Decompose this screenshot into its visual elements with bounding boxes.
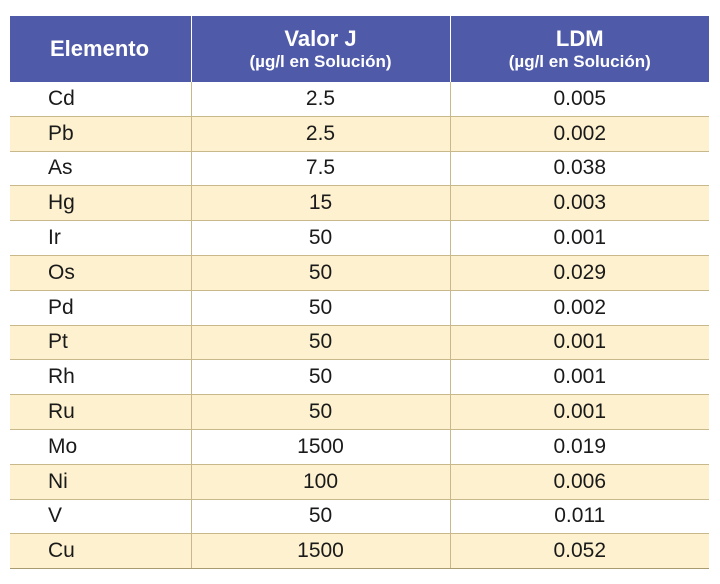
elements-table: Elemento Valor J (µg/l en Solución) LDM … (10, 16, 709, 570)
cell-elemento: Ru (10, 394, 191, 430)
cell-elemento: Ir (10, 220, 191, 256)
cell-elemento: Pb (10, 116, 191, 152)
cell-ldm: 0.001 (449, 394, 709, 430)
cell-ldm: 0.011 (449, 499, 709, 535)
cell-ldm: 0.003 (449, 185, 709, 222)
header-ldm-unit: (µg/l en Solución) (508, 52, 651, 71)
data-table-container: Elemento Valor J (µg/l en Solución) LDM … (10, 16, 709, 570)
table-row: Ir 50 0.001 (10, 220, 709, 256)
cell-ldm: 0.002 (449, 116, 709, 152)
table-header: Elemento Valor J (µg/l en Solución) LDM … (10, 16, 709, 82)
cell-elemento: Cd (10, 82, 191, 117)
cell-valor-j: 50 (190, 325, 450, 361)
table-row: Mo 1500 0.019 (10, 429, 709, 465)
header-ldm: LDM (µg/l en Solución) (449, 16, 709, 82)
table-row: Pd 50 0.002 (10, 290, 709, 326)
header-row: Elemento Valor J (µg/l en Solución) LDM … (10, 16, 709, 82)
cell-elemento: Ni (10, 464, 191, 500)
table-row: Rh 50 0.001 (10, 359, 709, 396)
cell-valor-j: 50 (190, 290, 450, 326)
table-row: Ni 100 0.006 (10, 464, 709, 500)
cell-ldm: 0.029 (449, 255, 709, 291)
cell-elemento: Os (10, 255, 191, 291)
cell-valor-j: 50 (190, 220, 450, 256)
table-row: Hg 15 0.003 (10, 185, 709, 222)
table-row: V 50 0.011 (10, 499, 709, 535)
cell-ldm: 0.052 (449, 533, 709, 570)
cell-valor-j: 1500 (190, 533, 450, 570)
cell-valor-j: 1500 (190, 429, 450, 465)
table-row: Pt 50 0.001 (10, 325, 709, 361)
cell-valor-j: 50 (190, 255, 450, 291)
table-row: Cd 2.5 0.005 (10, 82, 709, 117)
header-valor-j-label: Valor J (284, 26, 357, 51)
cell-valor-j: 2.5 (190, 82, 450, 117)
table-row: Os 50 0.029 (10, 255, 709, 291)
table-row: Pb 2.5 0.002 (10, 116, 709, 152)
cell-valor-j: 100 (190, 464, 450, 500)
cell-ldm: 0.001 (449, 325, 709, 361)
table-row: Cu 1500 0.052 (10, 533, 709, 570)
cell-ldm: 0.002 (449, 290, 709, 326)
cell-elemento: Pd (10, 290, 191, 326)
header-ldm-label: LDM (555, 26, 604, 51)
cell-elemento: Hg (10, 185, 191, 222)
cell-elemento: V (10, 499, 191, 535)
cell-elemento: Cu (10, 533, 191, 570)
cell-valor-j: 2.5 (190, 116, 450, 152)
table-body: Cd 2.5 0.005 Pb 2.5 0.002 As 7.5 0.038 Hg 15 0.003 I… (10, 82, 709, 570)
cell-ldm: 0.001 (449, 359, 709, 396)
cell-valor-j: 7.5 (190, 151, 450, 187)
cell-ldm: 0.019 (449, 429, 709, 465)
table-row: Ru 50 0.001 (10, 394, 709, 430)
table-row: As 7.5 0.038 (10, 151, 709, 187)
cell-valor-j: 50 (190, 499, 450, 535)
cell-valor-j: 15 (190, 185, 450, 222)
cell-elemento: Mo (10, 429, 191, 465)
cell-elemento: Rh (10, 359, 191, 396)
cell-elemento: As (10, 151, 191, 187)
cell-ldm: 0.001 (449, 220, 709, 256)
cell-elemento: Pt (10, 325, 191, 361)
cell-ldm: 0.038 (449, 151, 709, 187)
header-valor-j: Valor J (µg/l en Solución) (190, 16, 451, 82)
cell-ldm: 0.005 (449, 82, 709, 117)
cell-valor-j: 50 (190, 394, 450, 430)
cell-ldm: 0.006 (449, 464, 709, 500)
cell-valor-j: 50 (190, 359, 450, 396)
header-elemento-label: Elemento (50, 36, 150, 61)
header-valor-j-unit: (µg/l en Solución) (249, 52, 392, 71)
header-elemento: Elemento (10, 16, 192, 82)
